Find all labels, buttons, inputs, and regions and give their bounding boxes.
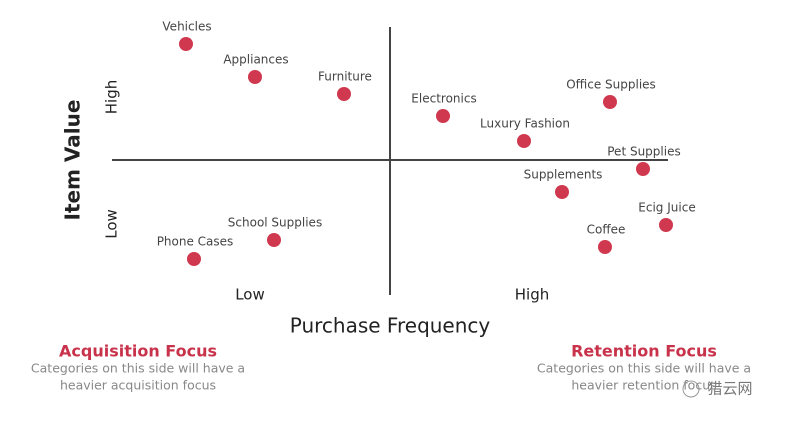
watermark-icon xyxy=(682,380,700,398)
node-dot xyxy=(659,218,673,232)
node-dot xyxy=(187,252,201,266)
y-low-label: Low xyxy=(103,209,121,239)
node-dot xyxy=(555,185,569,199)
node-dot xyxy=(603,95,617,109)
note-line: heavier acquisition focus xyxy=(60,378,216,393)
node-label: Office Supplies xyxy=(566,78,656,92)
node-label: Luxury Fashion xyxy=(480,117,570,131)
note-title: Acquisition Focus xyxy=(59,342,217,361)
node-label: School Supplies xyxy=(228,216,322,230)
node-dot xyxy=(517,134,531,148)
node-dot xyxy=(598,240,612,254)
node-label: Phone Cases xyxy=(157,235,234,249)
node-dot xyxy=(636,162,650,176)
node-label: Coffee xyxy=(587,223,626,237)
watermark: 猎云网 xyxy=(707,380,752,398)
x-high-label: High xyxy=(515,286,549,304)
node-dot xyxy=(248,70,262,84)
node-label: Furniture xyxy=(318,70,372,84)
y-high-label: High xyxy=(103,80,121,114)
note-title: Retention Focus xyxy=(571,342,717,361)
node-label: Supplements xyxy=(524,168,603,182)
node-dot xyxy=(179,37,193,51)
node-dot xyxy=(436,109,450,123)
node-dot xyxy=(337,87,351,101)
node-label: Electronics xyxy=(411,92,476,106)
node-label: Appliances xyxy=(223,53,288,67)
node-label: Pet Supplies xyxy=(607,145,680,159)
node-label: Ecig Juice xyxy=(638,201,695,215)
note-line: heavier retention focus xyxy=(571,378,716,393)
x-axis-title: Purchase Frequency xyxy=(290,314,491,338)
note-line: Categories on this side will have a xyxy=(31,361,245,376)
y-axis-title: Item Value xyxy=(61,100,85,221)
node-dot xyxy=(267,233,281,247)
x-low-label: Low xyxy=(235,286,265,304)
note-line: Categories on this side will have a xyxy=(537,361,751,376)
node-label: Vehicles xyxy=(162,20,211,34)
